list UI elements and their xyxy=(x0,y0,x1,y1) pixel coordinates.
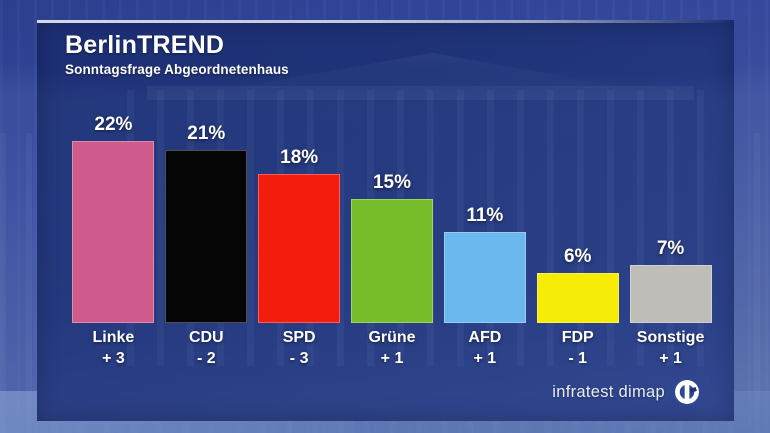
bar-category-label: Sonstige + 1 xyxy=(637,329,705,368)
bar-party-name: Sonstige xyxy=(636,329,705,346)
bar-value-label: 22% xyxy=(94,114,133,135)
bar-gr-ne xyxy=(351,199,433,323)
bar-group: 7% Sonstige + 1 xyxy=(629,125,712,367)
bar-category-label: CDU - 2 xyxy=(189,329,224,368)
bar-category-label: Linke + 3 xyxy=(93,329,135,368)
bar-group: 22% Linke + 3 xyxy=(72,114,155,367)
brand-logo-text: infratest dimap xyxy=(552,382,665,401)
panel-cornice xyxy=(147,86,694,100)
bar-spd xyxy=(258,174,341,323)
bar-change-value: + 1 xyxy=(473,350,497,367)
bar-category-label: FDP - 1 xyxy=(562,329,594,368)
brand-logo: infratest dimap xyxy=(552,379,700,405)
bar-value-label: 18% xyxy=(280,147,319,168)
bar-change-value: - 2 xyxy=(196,350,216,367)
bar-change-value: + 1 xyxy=(659,350,682,367)
bar-category-label: AFD + 1 xyxy=(468,329,501,368)
bar-linke xyxy=(72,141,155,323)
bar-party-name: FDP xyxy=(561,329,594,346)
bar-value-label: 15% xyxy=(372,172,412,193)
bar-group: 11% AFD + 1 xyxy=(443,125,526,367)
bar-group: 15% Grüne + 1 xyxy=(351,125,433,367)
chart-header: BerlinTREND Sonntagsfrage Abgeordnetenha… xyxy=(65,31,289,78)
panel-roofline xyxy=(237,52,627,88)
bar-party-name: SPD xyxy=(282,329,316,346)
bar-value-label: 6% xyxy=(563,246,592,267)
bar-change-value: - 3 xyxy=(289,350,309,367)
page-subtitle: Sonntagsfrage Abgeordnetenhaus xyxy=(65,62,289,78)
bar-value-label: 21% xyxy=(187,123,226,144)
page-title: BerlinTREND xyxy=(65,31,225,59)
bar-category-label: Grüne + 1 xyxy=(368,329,415,368)
bar-afd xyxy=(443,232,526,323)
bar-value-label: 7% xyxy=(656,238,685,259)
bar-value-label: 11% xyxy=(466,205,504,226)
bar-fdp xyxy=(536,273,619,323)
bar-party-name: Linke xyxy=(92,329,135,346)
bar-party-name: CDU xyxy=(188,329,224,346)
bar-group: 21% CDU - 2 xyxy=(165,123,248,367)
bar-group: 18% SPD - 3 xyxy=(258,125,341,367)
bar-change-value: + 3 xyxy=(102,350,125,367)
bar-group: 6% FDP - 1 xyxy=(536,125,619,367)
bar-change-value: + 1 xyxy=(380,350,404,367)
bar-change-value: - 1 xyxy=(568,350,588,367)
bar-chart: 22% Linke + 3 21% CDU - 2 18% SPD - 3 15% Grüne + 1… xyxy=(67,108,717,367)
bar-category-label: SPD - 3 xyxy=(283,329,316,368)
bar-party-name: Grüne xyxy=(368,329,416,346)
bar-sonstige xyxy=(629,265,712,323)
bar-party-name: AFD xyxy=(468,329,502,346)
content-panel: BerlinTREND Sonntagsfrage Abgeordnetenha… xyxy=(37,20,734,421)
bar-cdu xyxy=(165,150,248,323)
panel-top-rule xyxy=(37,20,734,23)
infratest-dimap-circle-mark xyxy=(675,380,699,404)
